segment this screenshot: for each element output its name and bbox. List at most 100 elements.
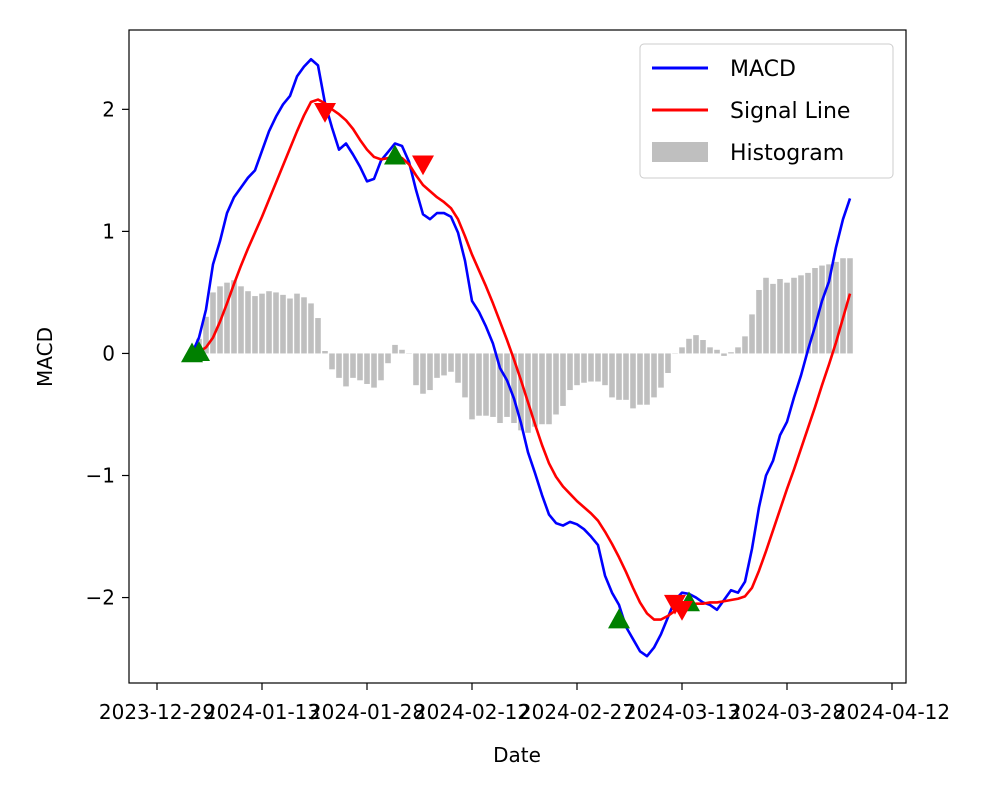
x-axis-ticks: 2023-12-292024-01-132024-01-282024-02-12… [99,683,950,724]
histogram-bar [350,353,356,378]
x-tick-label: 2024-01-13 [204,700,320,724]
histogram-bar [847,258,853,354]
histogram-bar [644,353,650,405]
histogram-bar [231,280,237,354]
histogram-bar [833,261,839,354]
series-lines [190,57,852,658]
histogram-bar [245,291,251,354]
histogram-bar [665,353,671,373]
histogram-bar [448,353,454,372]
histogram-bars [189,258,853,433]
histogram-bar [560,353,566,406]
histogram-bar [392,344,398,354]
histogram-bar [595,353,601,382]
histogram-bar [770,283,776,354]
histogram-bar [273,292,279,354]
histogram-bar [259,293,265,354]
y-axis-ticks: −2 −1 0 1 2 [86,97,129,610]
y-tick-label: 2 [102,97,115,121]
histogram-bar [546,353,552,425]
histogram-bar [581,353,587,383]
buy-marker [188,341,210,362]
histogram-bar [532,353,538,427]
sell-marker [412,155,434,176]
histogram-bar [686,338,692,354]
x-tick-label: 2024-03-28 [729,700,845,724]
legend: MACD Signal Line Histogram [639,43,894,179]
x-tick-label: 2024-02-12 [414,700,530,724]
histogram-bar [329,353,335,370]
histogram-bar [308,303,314,354]
x-axis-label: Date [493,743,541,767]
histogram-bar [343,353,349,387]
histogram-bar [658,353,664,388]
histogram-bar [574,353,580,386]
histogram-bar [294,293,300,354]
histogram-bar [315,318,321,354]
plot-area [181,57,853,658]
histogram-bar [728,352,734,354]
histogram-bar [336,353,342,378]
legend-histogram-label: Histogram [730,141,844,166]
histogram-bar [238,286,244,354]
histogram-bar [322,351,328,354]
x-tick-label: 2024-02-27 [519,700,635,724]
histogram-bar [427,353,433,391]
x-tick-label: 2023-12-29 [99,700,215,724]
histogram-bar [735,347,741,354]
histogram-bar [553,353,559,415]
histogram-bar [413,353,419,386]
histogram-bar [469,353,475,420]
histogram-bar [357,353,363,381]
histogram-bar [371,353,377,388]
signal-markers [181,102,700,629]
y-axis-label: MACD [33,327,57,387]
y-tick-label: 1 [102,219,115,243]
histogram-bar [525,353,531,433]
histogram-bar [616,353,622,400]
histogram-bar [210,292,216,354]
histogram-bar [777,278,783,354]
histogram-bar [476,353,482,416]
signal-line [191,98,852,621]
histogram-bar [714,349,720,354]
histogram-bar [693,335,699,354]
histogram-bar [266,291,272,354]
histogram-bar [630,353,636,409]
histogram-bar [609,353,615,398]
histogram-bar [840,258,846,354]
histogram-bar [462,353,468,398]
histogram-bar [280,294,286,354]
histogram-bar [679,347,685,354]
histogram-bar [798,275,804,354]
histogram-bar [819,265,825,354]
histogram-bar [203,316,209,354]
histogram-bar [224,282,230,354]
histogram-bar [749,314,755,354]
x-tick-label: 2024-03-13 [624,700,740,724]
histogram-bar [301,297,307,354]
y-tick-label: 0 [102,341,115,365]
histogram-bar [518,353,524,431]
histogram-bar [441,353,447,376]
histogram-bar [588,353,594,382]
histogram-bar [385,353,391,364]
y-tick-label: −1 [86,464,115,488]
sell-marker [314,102,336,123]
histogram-bar [700,340,706,354]
histogram-bar [805,272,811,354]
histogram-bar [637,353,643,405]
macd-line [190,57,852,658]
y-tick-label: −2 [86,586,115,610]
sell-marker [671,600,693,621]
histogram-bar [497,353,503,424]
buy-marker [608,608,630,629]
histogram-bar [378,353,384,381]
histogram-bar [490,353,496,417]
histogram-bar [651,353,657,398]
x-tick-label: 2024-04-12 [834,700,950,724]
legend-signal-label: Signal Line [730,99,850,124]
histogram-bar [742,336,748,354]
plot-frame [128,29,907,684]
